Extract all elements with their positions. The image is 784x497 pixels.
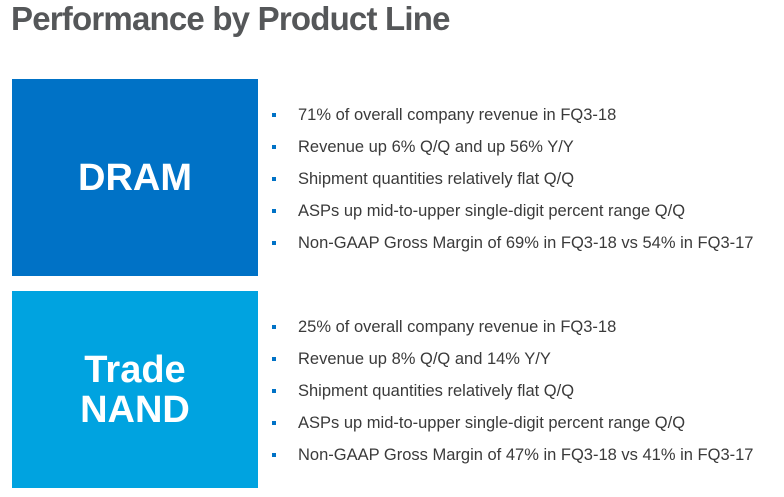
bullet-icon: [272, 389, 276, 393]
list-item: Shipment quantities relatively flat Q/Q: [270, 163, 753, 195]
list-item: 71% of overall company revenue in FQ3-18: [270, 99, 753, 131]
bullet-text: Shipment quantities relatively flat Q/Q: [298, 382, 575, 400]
bullet-icon: [272, 241, 276, 245]
bullet-text: Non-GAAP Gross Margin of 69% in FQ3-18 v…: [298, 234, 754, 252]
bullet-text: 25% of overall company revenue in FQ3-18: [298, 318, 617, 336]
dram-label: DRAM: [78, 156, 192, 199]
bullet-text: ASPs up mid-to-upper single-digit percen…: [298, 414, 686, 432]
bullet-icon: [272, 453, 276, 457]
bullet-text: Revenue up 8% Q/Q and 14% Y/Y: [298, 350, 551, 368]
page-title: Performance by Product Line: [11, 0, 450, 37]
bullet-icon: [272, 113, 276, 117]
list-item: Non-GAAP Gross Margin of 69% in FQ3-18 v…: [270, 227, 753, 259]
dram-bullet-list: 71% of overall company revenue in FQ3-18…: [270, 99, 753, 259]
list-item: Non-GAAP Gross Margin of 47% in FQ3-18 v…: [270, 439, 753, 471]
nand-label-line1: Trade: [84, 348, 186, 391]
list-item: Revenue up 8% Q/Q and 14% Y/Y: [270, 343, 753, 375]
bullet-icon: [272, 357, 276, 361]
nand-label-line2: NAND: [80, 388, 190, 431]
bullet-text: 71% of overall company revenue in FQ3-18: [298, 106, 617, 124]
bullet-text: Revenue up 6% Q/Q and up 56% Y/Y: [298, 138, 574, 156]
list-item: Revenue up 6% Q/Q and up 56% Y/Y: [270, 131, 753, 163]
bullet-icon: [272, 209, 276, 213]
bullet-icon: [272, 325, 276, 329]
list-item: Shipment quantities relatively flat Q/Q: [270, 375, 753, 407]
bullet-icon: [272, 145, 276, 149]
list-item: ASPs up mid-to-upper single-digit percen…: [270, 407, 753, 439]
bullet-icon: [272, 177, 276, 181]
list-item: 25% of overall company revenue in FQ3-18: [270, 311, 753, 343]
bullet-text: Shipment quantities relatively flat Q/Q: [298, 170, 575, 188]
list-item: ASPs up mid-to-upper single-digit percen…: [270, 195, 753, 227]
bullet-text: ASPs up mid-to-upper single-digit percen…: [298, 202, 686, 220]
nand-label-box: Trade NAND: [12, 291, 258, 488]
nand-bullet-list: 25% of overall company revenue in FQ3-18…: [270, 311, 753, 471]
dram-label-box: DRAM: [12, 79, 258, 276]
bullet-icon: [272, 421, 276, 425]
bullet-text: Non-GAAP Gross Margin of 47% in FQ3-18 v…: [298, 446, 754, 464]
